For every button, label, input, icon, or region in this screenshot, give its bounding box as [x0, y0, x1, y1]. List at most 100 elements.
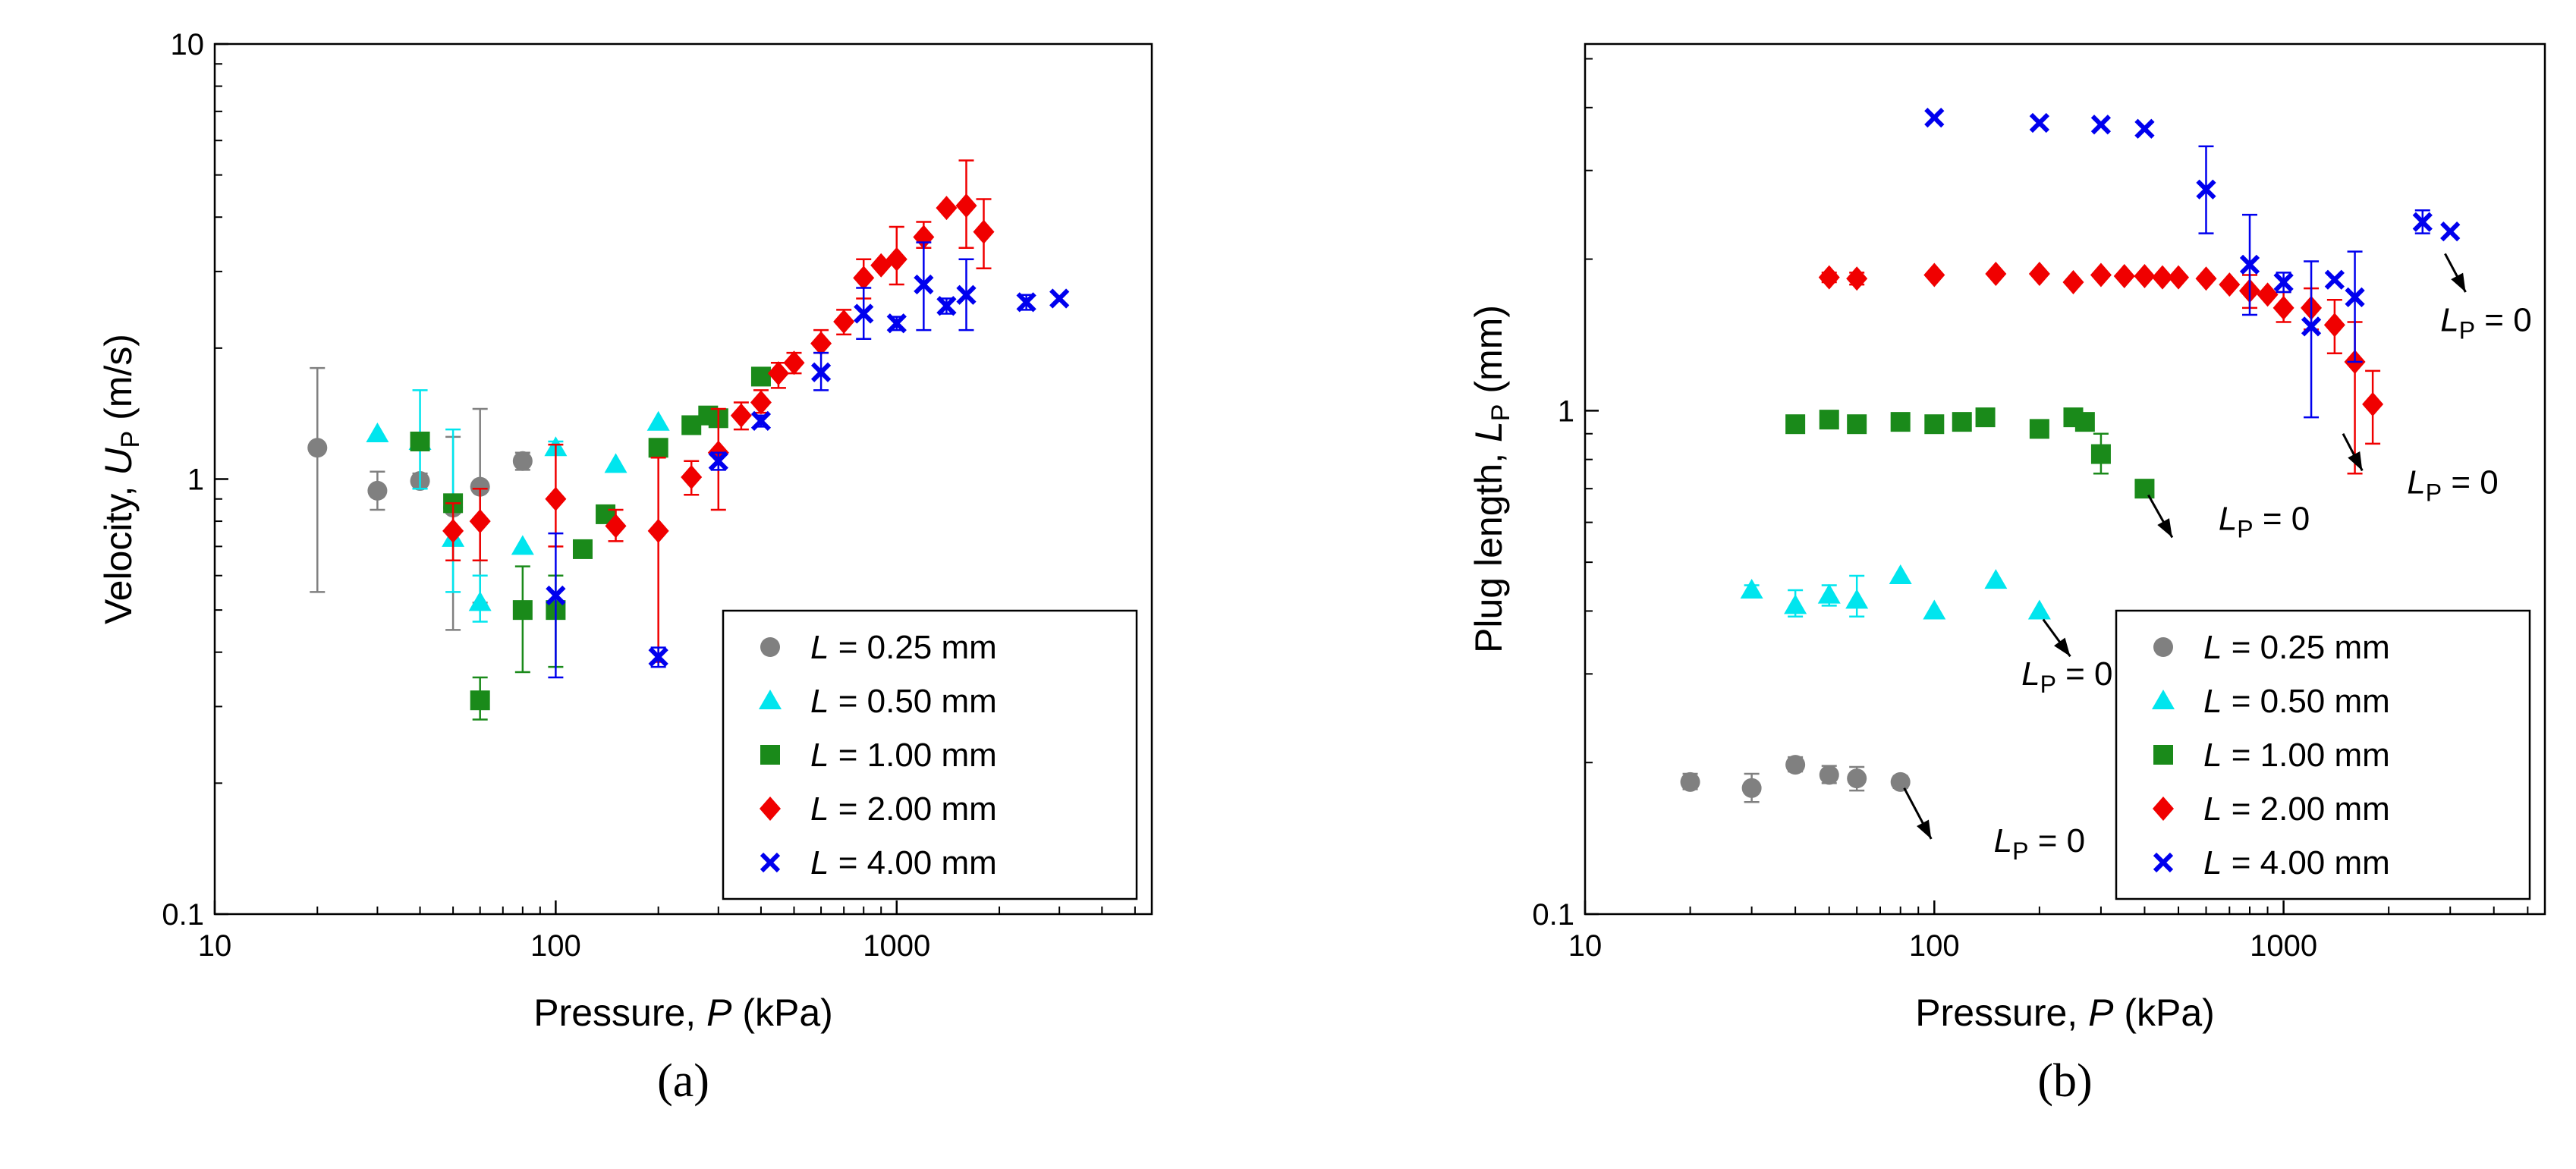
- data-point: [366, 422, 389, 442]
- x-tick-label: 10: [1568, 929, 1603, 963]
- data-point: [885, 247, 907, 272]
- data-point: [2219, 272, 2241, 297]
- data-point: [2272, 295, 2294, 320]
- legend-marker: [760, 797, 781, 821]
- data-point: [2029, 112, 2049, 134]
- data-point: [810, 362, 832, 382]
- legend-label: L = 0.50 mm: [2203, 683, 2390, 720]
- data-point: [1819, 765, 1839, 785]
- y-axis-title: Plug length, LP (mm): [1467, 305, 1515, 653]
- legend-box: [2115, 609, 2531, 900]
- data-point: [730, 403, 752, 428]
- data-point: [914, 274, 934, 295]
- data-point: [1984, 569, 2008, 589]
- y-tick-label: 10: [171, 28, 205, 61]
- data-point: [648, 646, 668, 668]
- data-point: [1741, 778, 1762, 798]
- annotation-arrow-head: [2348, 451, 2363, 471]
- data-point: [955, 193, 977, 218]
- series-2: [1740, 564, 2051, 620]
- data-point: [605, 514, 627, 539]
- series-1: [1680, 755, 1911, 803]
- data-point: [2168, 265, 2190, 290]
- legend-marker: [2153, 745, 2173, 765]
- data-point: [1785, 414, 1806, 435]
- series-4: [1818, 261, 2384, 475]
- series-4: [442, 159, 995, 663]
- series-3: [1785, 407, 2155, 499]
- data-point: [2196, 179, 2216, 200]
- data-point: [2090, 115, 2112, 135]
- data-point: [2027, 599, 2051, 620]
- data-point: [646, 410, 670, 431]
- data-point: [2195, 266, 2217, 291]
- legend: L = 0.25 mm L = 0.50 mm L = 1.00 mm L = 2.0…: [2115, 609, 2531, 900]
- data-point: [750, 366, 771, 387]
- data-point: [833, 310, 855, 335]
- plug-length-chart: 10 100 1000 0.1 1 Pressure, P (kPa) Plug lengt…: [1467, 42, 2546, 1107]
- data-point: [1785, 755, 1806, 775]
- x-tick-label: 1000: [2250, 929, 2317, 963]
- data-point: [1846, 266, 1868, 291]
- x-axis-title: Pressure, P (kPa): [533, 991, 833, 1034]
- legend-label: L = 0.25 mm: [810, 629, 997, 666]
- data-point: [708, 451, 728, 471]
- data-point: [1847, 768, 1867, 789]
- data-point: [1016, 292, 1036, 313]
- data-point: [546, 585, 566, 606]
- data-point: [1890, 412, 1911, 432]
- data-point: [681, 465, 703, 490]
- data-point: [750, 410, 772, 432]
- legend-marker: [2153, 797, 2174, 821]
- data-point: [2440, 221, 2461, 242]
- data-point: [1923, 262, 1945, 288]
- data-point: [853, 266, 875, 291]
- data-point: [2113, 264, 2135, 289]
- data-point: [647, 518, 669, 543]
- legend-marker: [2153, 852, 2174, 873]
- data-point: [470, 690, 490, 711]
- annotation-arrow-head: [2157, 518, 2172, 538]
- annotation-label: LP = 0: [2219, 500, 2310, 542]
- data-point: [1845, 589, 1869, 609]
- data-point: [1817, 583, 1841, 604]
- data-point: [410, 431, 430, 451]
- series-5: [1924, 107, 2461, 419]
- data-point: [1818, 265, 1840, 290]
- annotation-label: LP = 0: [2440, 301, 2531, 344]
- error-bar: [310, 366, 326, 593]
- data-point: [2323, 313, 2345, 338]
- x-tick-label: 100: [1909, 929, 1960, 963]
- annotation-arrow-head: [2451, 272, 2466, 293]
- data-point: [854, 303, 874, 324]
- data-point: [1889, 564, 1912, 584]
- data-point: [2029, 419, 2049, 439]
- data-point: [1952, 412, 1972, 432]
- legend-label: L = 1.00 mm: [810, 737, 997, 774]
- data-point: [572, 539, 593, 559]
- data-point: [956, 284, 977, 305]
- data-point: [2090, 262, 2112, 288]
- data-point: [511, 535, 534, 555]
- legend-label: L = 2.00 mm: [2203, 790, 2390, 828]
- legend-marker: [760, 852, 781, 873]
- data-point: [469, 509, 491, 534]
- legend-marker: [760, 637, 780, 657]
- y-tick-label: 1: [1558, 394, 1574, 428]
- data-point: [1740, 578, 1763, 599]
- data-point: [2062, 269, 2084, 294]
- data-point: [604, 453, 627, 473]
- y-tick-label: 0.1: [1532, 898, 1574, 932]
- data-point: [1924, 414, 1945, 435]
- error-bar: [2304, 260, 2320, 419]
- annotation-label: LP = 0: [1994, 822, 2085, 865]
- error-bar: [548, 532, 564, 679]
- legend-marker: [759, 690, 782, 709]
- data-point: [1923, 599, 1946, 620]
- x-tick-label: 1000: [863, 929, 930, 963]
- error-bar: [2347, 250, 2363, 363]
- series-5: [546, 241, 1070, 679]
- annotation-arrow-head: [1917, 819, 1932, 839]
- data-point: [2412, 212, 2433, 232]
- data-point: [886, 313, 907, 334]
